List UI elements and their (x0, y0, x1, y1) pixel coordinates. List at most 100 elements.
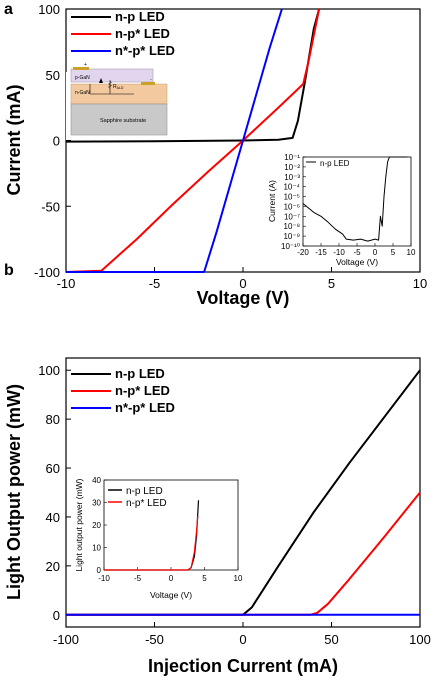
panel-a-y-axis-label: Current (mA) (4, 84, 24, 195)
resistor-label: RALD (113, 84, 124, 90)
inset-b-frame (103, 479, 239, 571)
y-tick-label: -100 (34, 265, 60, 280)
panel-b-label: b (4, 262, 14, 279)
legend-entry: n-p* LED (126, 498, 167, 509)
y-tick-label: 20 (92, 521, 101, 530)
x-tick-label: 50 (324, 632, 338, 647)
y-tick-label: 10⁻² (284, 163, 300, 172)
x-tick-label: 0 (239, 276, 246, 291)
inset-a-series (302, 156, 408, 242)
panel-b-x-axis-label: Injection Current (mA) (148, 656, 338, 676)
x-tick-label: 5 (202, 574, 207, 583)
y-tick-label: 10⁻⁹ (283, 232, 300, 241)
legend-entry: n*-p* LED (115, 400, 175, 415)
y-tick-label: 80 (46, 412, 60, 427)
n-contact (141, 82, 155, 85)
inset-b-x-axis-label: Voltage (V) (150, 590, 192, 600)
inset-a-y-axis-label: Current (A) (267, 180, 277, 222)
sapphire-label: Sapphire substrate (100, 118, 146, 124)
inset-a-ticks: -20 -15 -10 -5 0 5 1010⁻¹10⁻²10⁻³10⁻⁴10⁻⁵10⁻⁶1… (281, 153, 416, 257)
y-tick-label: 0 (53, 134, 60, 149)
x-tick-label: -10 (98, 574, 110, 583)
inset-b-series (104, 500, 200, 571)
y-tick-label: 50 (46, 68, 60, 83)
y-tick-label: 100 (38, 2, 60, 17)
x-tick-label: -10 (333, 248, 345, 257)
panel-a-legend: n-p LED n-p* LED n*-p* LED (71, 9, 175, 58)
panel-b-series (66, 369, 421, 616)
x-tick-label: 0 (373, 248, 378, 257)
legend-entry: n-p LED (126, 486, 163, 497)
legend-entry: n-p LED (115, 9, 165, 24)
sapphire-layer (70, 103, 168, 136)
x-tick-label: 0 (239, 632, 246, 647)
n-gan-label: n-GaN (75, 90, 90, 96)
x-tick-label: -10 (57, 276, 76, 291)
legend-entry: n-p* LED (115, 26, 170, 41)
legend-entry: n-p* LED (115, 383, 170, 398)
diode-symbol (99, 78, 103, 83)
legend-entry: n-p LED (115, 366, 165, 381)
y-tick-label: 10⁻⁴ (283, 183, 300, 192)
x-tick-label: -100 (53, 632, 79, 647)
x-tick-label: 5 (391, 248, 396, 257)
x-tick-label: -5 (149, 276, 161, 291)
x-tick-label: -5 (134, 574, 142, 583)
y-tick-label: 10⁻⁸ (284, 222, 301, 231)
minus-terminal: - (150, 77, 152, 83)
inset-b-y-axis-label: Light output power (mW) (74, 478, 84, 571)
y-tick-label: 0 (53, 608, 60, 623)
inset-a-legend: n-p LED (306, 159, 350, 168)
p-gan-label: p-GaN (75, 75, 90, 81)
panel-b-inset: -10 -5 0 5 10 40 30 20 10 0 Voltage (V) Light out… (74, 476, 243, 600)
panel-a-label: a (4, 1, 13, 18)
panel-a-x-axis-label: Voltage (V) (197, 288, 290, 308)
x-tick-label: 5 (328, 276, 335, 291)
x-tick-label: -5 (353, 248, 361, 257)
series-line-n-p-led (104, 515, 199, 571)
panel-b-legend: n-p LED n-p* LED n*-p* LED (71, 366, 175, 415)
p-gan-layer (70, 68, 154, 83)
y-tick-label: 10⁻¹⁰ (281, 242, 300, 251)
x-tick-label: 0 (169, 574, 174, 583)
y-tick-label: 100 (38, 363, 60, 378)
x-tick-label: -15 (315, 248, 327, 257)
y-tick-label: 20 (46, 559, 60, 574)
inset-a-frame (302, 156, 412, 247)
circuit-wires (89, 80, 134, 95)
y-tick-label: 40 (46, 510, 60, 525)
y-tick-label: 30 (92, 499, 101, 508)
y-tick-label: 10⁻¹ (284, 153, 300, 162)
y-tick-label: 10⁻³ (284, 173, 300, 182)
x-tick-label: 10 (407, 248, 416, 257)
series-line-n-p-led (66, 8, 283, 273)
y-tick-label: 10⁻⁵ (284, 193, 300, 202)
legend-entry: n*-p* LED (115, 43, 175, 58)
x-tick-label: -50 (145, 632, 164, 647)
resistor-symbol (107, 80, 113, 89)
y-tick-label: 10⁻⁷ (284, 212, 300, 221)
x-tick-label: 100 (409, 632, 431, 647)
series-line-n-p-led (302, 156, 408, 242)
p-contact (73, 67, 89, 70)
panel-b-y-axis-label: Light Output power (mW) (4, 384, 24, 600)
y-tick-label: 10 (92, 544, 101, 553)
x-tick-label: -20 (297, 248, 309, 257)
series-line-n-p-led (66, 369, 421, 616)
legend-entry: n-p LED (320, 159, 350, 168)
x-tick-label: 10 (234, 574, 243, 583)
plus-terminal: + (84, 62, 87, 68)
x-tick-label: 10 (413, 276, 427, 291)
y-tick-label: 10⁻⁶ (284, 202, 300, 211)
y-tick-label: -50 (41, 199, 60, 214)
y-tick-label: 60 (46, 461, 60, 476)
inset-a-x-axis-label: Voltage (V) (336, 257, 378, 267)
inset-b-ticks: -10 -5 0 5 10 40 30 20 10 0 (92, 476, 243, 583)
device-schematic: p-GaN n-GaN Sapphire substrate + - RALD (66, 62, 172, 140)
